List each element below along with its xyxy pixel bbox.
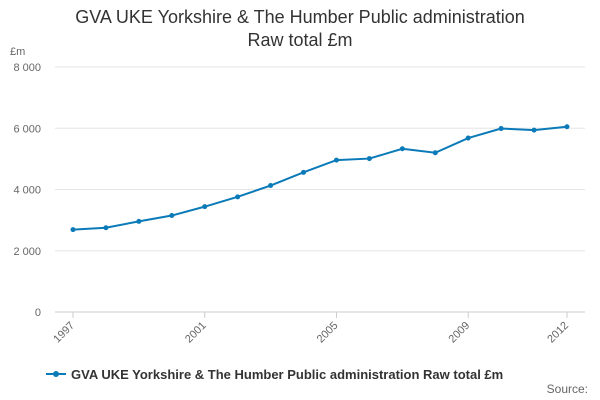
data-point — [268, 183, 274, 189]
chart-title-line-2: Raw total £m — [247, 30, 353, 50]
y-tick-label: 4 000 — [13, 185, 41, 197]
x-tick-label: 1997 — [51, 320, 77, 346]
data-point — [399, 146, 405, 152]
chart-title-line-1: GVA UKE Yorkshire & The Humber Public ad… — [75, 7, 525, 27]
data-point — [103, 225, 109, 231]
data-point — [202, 204, 208, 210]
data-point — [498, 126, 504, 132]
legend-line-marker-icon — [46, 367, 66, 381]
x-tick-label: 2001 — [183, 320, 209, 346]
x-tick-label: 2009 — [447, 320, 473, 346]
source-label: Source: — [546, 382, 588, 396]
data-point — [333, 157, 339, 163]
y-tick-label: 2 000 — [13, 246, 41, 258]
data-point — [564, 124, 570, 130]
data-point — [169, 213, 175, 219]
legend-label: GVA UKE Yorkshire & The Humber Public ad… — [71, 366, 504, 382]
chart-title: GVA UKE Yorkshire & The Humber Public ad… — [0, 6, 600, 52]
data-point — [235, 194, 241, 200]
data-point — [366, 156, 372, 162]
x-tick-label: 2005 — [315, 320, 341, 346]
data-point — [301, 169, 307, 175]
y-tick-label: 0 — [35, 307, 41, 319]
data-point — [136, 218, 142, 224]
data-point — [531, 127, 537, 133]
y-tick-label: 6 000 — [13, 123, 41, 135]
legend[interactable]: GVA UKE Yorkshire & The Humber Public ad… — [46, 365, 503, 383]
series-line — [72, 125, 568, 231]
y-axis-unit-label: £m — [10, 46, 26, 58]
data-point — [70, 227, 76, 233]
data-point — [465, 135, 471, 141]
data-point — [432, 150, 438, 156]
x-tick-label: 2012 — [545, 320, 571, 346]
y-tick-label: 8 000 — [13, 62, 41, 74]
